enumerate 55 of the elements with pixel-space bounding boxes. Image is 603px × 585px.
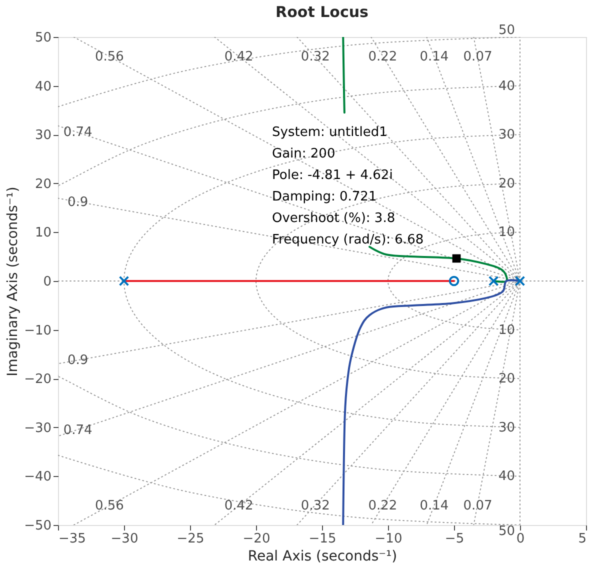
chart-title: Root Locus — [276, 3, 369, 21]
x-tick-label: −20 — [242, 532, 270, 546]
annotation: 0.32 — [300, 50, 330, 65]
y-tick-label: 30 — [34, 128, 52, 144]
y-tick-label: 0 — [43, 274, 52, 290]
annotation: 0.74 — [63, 125, 92, 140]
annotation: Overshoot (%): 3.8 — [272, 211, 396, 226]
y-tick-label: 50 — [34, 30, 52, 46]
annotation: 0.07 — [463, 498, 492, 514]
x-tick-label: −30 — [110, 532, 138, 546]
annotation: Gain: 200 — [272, 146, 336, 162]
annotation: 10 — [498, 322, 516, 338]
annotation: 0.32 — [300, 498, 330, 514]
x-tick-label: −25 — [176, 532, 204, 546]
x-tick-label: −35 — [58, 532, 86, 546]
annotation: 0.74 — [63, 422, 92, 438]
y-tick-label: −30 — [24, 420, 52, 436]
y-tick-label: 20 — [34, 176, 52, 192]
x-tick-label: 0 — [516, 532, 525, 546]
annotation: System: untitled1 — [272, 125, 388, 140]
y-axis-title: Imaginary Axis (seconds⁻¹) — [5, 186, 22, 376]
annotation: 0.42 — [224, 498, 254, 514]
annotation: 0.14 — [420, 50, 449, 65]
y-tick-label: −10 — [24, 323, 52, 338]
annotation: 40 — [498, 78, 516, 94]
x-tick-label: −15 — [308, 532, 336, 546]
annotation: 0.56 — [95, 50, 124, 65]
annotation: 0.9 — [67, 353, 88, 368]
annotation: 50 — [498, 23, 516, 38]
annotation: 30 — [498, 128, 516, 143]
y-tick-label: 40 — [34, 79, 52, 94]
annotation: Frequency (rad/s): 6.68 — [272, 232, 424, 248]
y-tick-label: −40 — [24, 470, 52, 485]
y-tick-label: −50 — [24, 518, 52, 534]
annotation: 0.42 — [224, 50, 254, 65]
annotation: 40 — [498, 469, 516, 484]
annotation: Damping: 0.721 — [272, 190, 377, 204]
annotation: 0.22 — [368, 498, 398, 514]
x-tick-label: −10 — [374, 532, 402, 546]
y-tick-label: −20 — [24, 372, 52, 388]
annotation: 50 — [498, 524, 516, 539]
annotation: 0.9 — [67, 194, 88, 210]
annotation: 20 — [498, 372, 516, 387]
annotation: 0.14 — [420, 498, 449, 514]
y-tick-label: 10 — [34, 226, 52, 241]
annotation: 0.56 — [95, 498, 124, 514]
annotation: 0.22 — [368, 50, 398, 65]
annotation: 10 — [498, 225, 516, 240]
annotation: Pole: -4.81 + 4.62i — [272, 168, 393, 183]
x-axis-title: Real Axis (seconds⁻¹) — [248, 548, 398, 564]
annotation: 20 — [498, 176, 516, 192]
x-tick-label: −5 — [444, 532, 464, 546]
x-tick-label: 5 — [578, 532, 586, 546]
annotation: 30 — [498, 420, 516, 436]
annotation: 0.07 — [463, 50, 492, 65]
